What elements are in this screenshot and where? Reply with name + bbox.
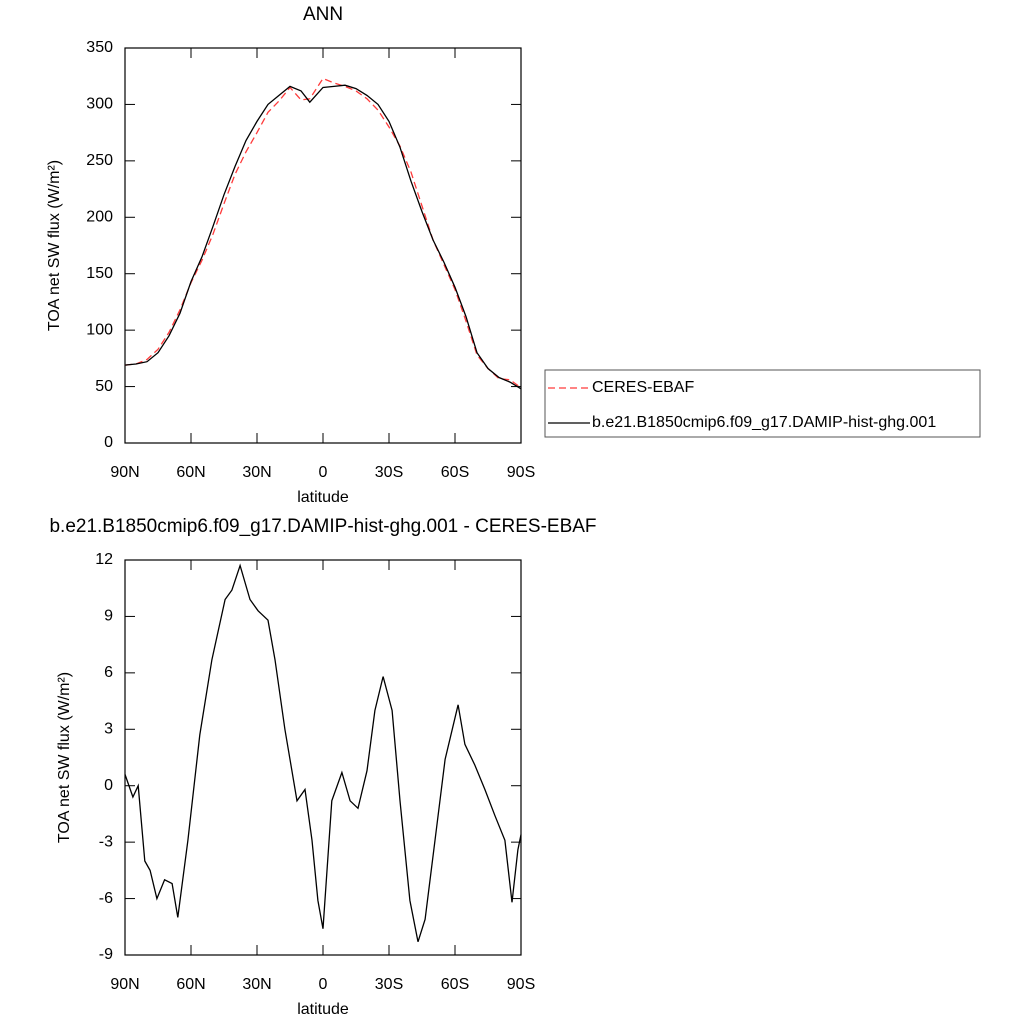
y-tick-label: 200: [86, 209, 113, 226]
y-tick-label: 12: [95, 551, 113, 568]
x-axis-label: latitude: [297, 1001, 349, 1018]
y-tick-label: 0: [104, 777, 113, 794]
data-line: [124, 84, 522, 390]
y-tick-label: 50: [95, 378, 113, 395]
legend-box: [544, 369, 981, 438]
x-tick-label: 90N: [110, 464, 139, 481]
y-tick-label: 100: [86, 321, 113, 338]
y-tick-label: 300: [86, 96, 113, 113]
x-tick-label: 30N: [242, 976, 271, 993]
y-axis-label: TOA net SW flux (W/m²): [56, 672, 73, 843]
y-tick-label: -9: [99, 946, 113, 963]
y-tick-label: 6: [104, 664, 113, 681]
y-tick-label: 250: [86, 152, 113, 169]
y-tick-label: 3: [104, 721, 113, 738]
plot-frame: [124, 47, 522, 444]
legend-label: CERES-EBAF: [592, 379, 694, 396]
legend-label: b.e21.B1850cmip6.f09_g17.DAMIP-hist-ghg.…: [592, 414, 936, 431]
x-tick-label: 60S: [441, 464, 469, 481]
x-axis-label: latitude: [297, 489, 349, 506]
x-tick-label: 60N: [176, 976, 205, 993]
x-tick-label: 60S: [441, 976, 469, 993]
x-tick-label: 0: [319, 976, 328, 993]
chart-title: b.e21.B1850cmip6.f09_g17.DAMIP-hist-ghg.…: [49, 516, 596, 537]
y-tick-label: 0: [104, 434, 113, 451]
x-tick-label: 30N: [242, 464, 271, 481]
data-line: [124, 77, 522, 389]
y-tick-label: -3: [99, 833, 113, 850]
y-tick-label: 150: [86, 265, 113, 282]
y-tick-label: -6: [99, 890, 113, 907]
y-tick-label: 9: [104, 608, 113, 625]
x-tick-label: 30S: [375, 976, 403, 993]
data-line: [124, 563, 522, 942]
x-tick-label: 60N: [176, 464, 205, 481]
x-tick-label: 90S: [507, 464, 535, 481]
chart-title: ANN: [303, 4, 343, 25]
x-tick-label: 90N: [110, 976, 139, 993]
plot-frame: [124, 559, 522, 956]
x-tick-label: 30S: [375, 464, 403, 481]
y-axis-label: TOA net SW flux (W/m²): [46, 160, 63, 331]
x-tick-label: 0: [319, 464, 328, 481]
x-tick-label: 90S: [507, 976, 535, 993]
y-tick-label: 350: [86, 39, 113, 56]
